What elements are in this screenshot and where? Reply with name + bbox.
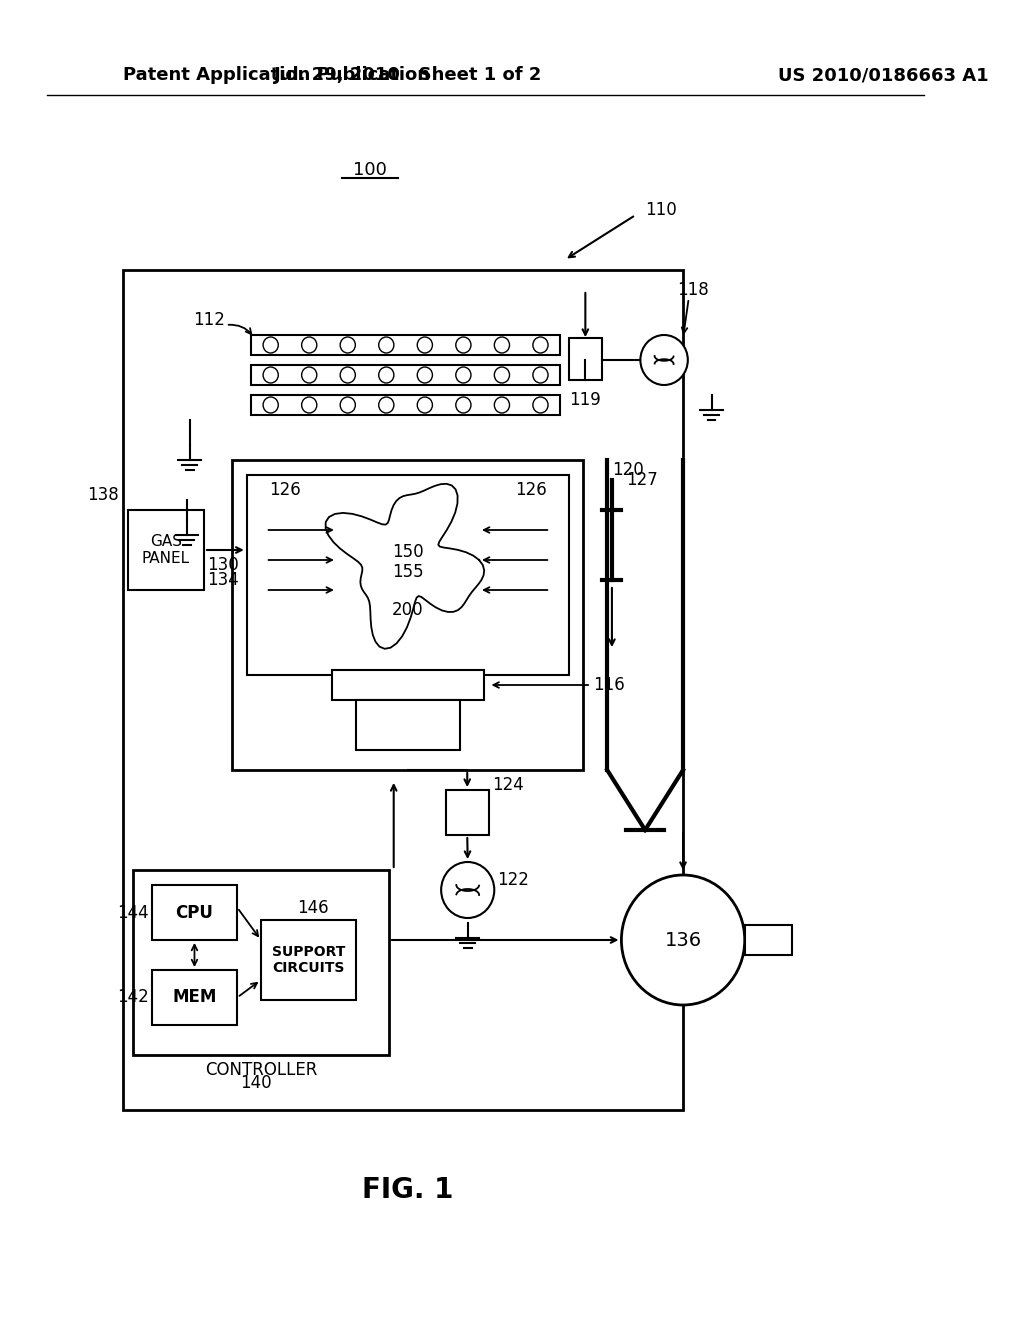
Text: 138: 138 xyxy=(87,486,119,504)
Circle shape xyxy=(417,367,432,383)
Bar xyxy=(252,366,560,385)
Circle shape xyxy=(495,337,510,352)
Text: 134: 134 xyxy=(207,572,239,589)
Bar xyxy=(744,925,793,954)
Text: 136: 136 xyxy=(665,931,701,949)
Circle shape xyxy=(379,337,394,352)
Circle shape xyxy=(302,367,316,383)
Circle shape xyxy=(263,367,279,383)
Circle shape xyxy=(532,397,548,413)
Bar xyxy=(261,920,355,1001)
Text: 155: 155 xyxy=(392,564,424,581)
Circle shape xyxy=(622,875,744,1005)
Bar xyxy=(252,335,560,355)
Text: 140: 140 xyxy=(241,1074,272,1092)
Circle shape xyxy=(379,397,394,413)
Text: SUPPORT
CIRCUITS: SUPPORT CIRCUITS xyxy=(271,945,345,975)
Circle shape xyxy=(441,862,495,917)
Text: 200: 200 xyxy=(392,601,424,619)
Text: 122: 122 xyxy=(498,871,529,888)
Text: 144: 144 xyxy=(117,903,148,921)
Text: CPU: CPU xyxy=(175,903,213,921)
Circle shape xyxy=(456,367,471,383)
Bar xyxy=(247,475,569,675)
Bar xyxy=(445,789,488,836)
Circle shape xyxy=(263,337,279,352)
Circle shape xyxy=(302,337,316,352)
Text: 119: 119 xyxy=(569,391,601,409)
Text: 120: 120 xyxy=(612,461,644,479)
Circle shape xyxy=(417,337,432,352)
Text: 126: 126 xyxy=(268,480,300,499)
Circle shape xyxy=(640,335,688,385)
Bar xyxy=(332,671,484,700)
Text: 126: 126 xyxy=(515,480,547,499)
Bar xyxy=(569,338,602,380)
Circle shape xyxy=(417,397,432,413)
Bar xyxy=(133,870,389,1055)
Circle shape xyxy=(302,397,316,413)
Circle shape xyxy=(340,397,355,413)
Text: 146: 146 xyxy=(297,899,329,917)
Text: Patent Application Publication: Patent Application Publication xyxy=(123,66,430,84)
Bar xyxy=(152,970,238,1026)
Text: US 2010/0186663 A1: US 2010/0186663 A1 xyxy=(778,66,988,84)
Circle shape xyxy=(532,337,548,352)
Bar xyxy=(355,700,460,750)
Text: 110: 110 xyxy=(645,201,677,219)
Circle shape xyxy=(532,367,548,383)
Bar xyxy=(252,395,560,414)
Circle shape xyxy=(456,337,471,352)
Text: 100: 100 xyxy=(353,161,387,180)
Circle shape xyxy=(263,397,279,413)
Bar xyxy=(152,884,238,940)
Circle shape xyxy=(379,367,394,383)
Text: Jul. 29, 2010   Sheet 1 of 2: Jul. 29, 2010 Sheet 1 of 2 xyxy=(273,66,542,84)
Circle shape xyxy=(456,397,471,413)
Bar xyxy=(232,459,584,770)
Bar xyxy=(128,510,204,590)
Polygon shape xyxy=(326,484,484,649)
Circle shape xyxy=(340,367,355,383)
Text: FIG. 1: FIG. 1 xyxy=(362,1176,454,1204)
Text: 116: 116 xyxy=(593,676,625,694)
Text: 124: 124 xyxy=(492,776,523,795)
Text: 118: 118 xyxy=(677,281,709,300)
Circle shape xyxy=(495,397,510,413)
Text: 142: 142 xyxy=(117,989,148,1006)
Text: 130: 130 xyxy=(207,556,239,574)
Circle shape xyxy=(495,367,510,383)
Bar xyxy=(123,271,683,1110)
Circle shape xyxy=(340,337,355,352)
Text: 112: 112 xyxy=(193,312,224,329)
Text: GAS
PANEL: GAS PANEL xyxy=(142,533,190,566)
Text: CONTROLLER: CONTROLLER xyxy=(205,1061,317,1078)
Text: 150: 150 xyxy=(392,543,424,561)
Text: 127: 127 xyxy=(626,471,657,488)
Text: MEM: MEM xyxy=(172,989,217,1006)
